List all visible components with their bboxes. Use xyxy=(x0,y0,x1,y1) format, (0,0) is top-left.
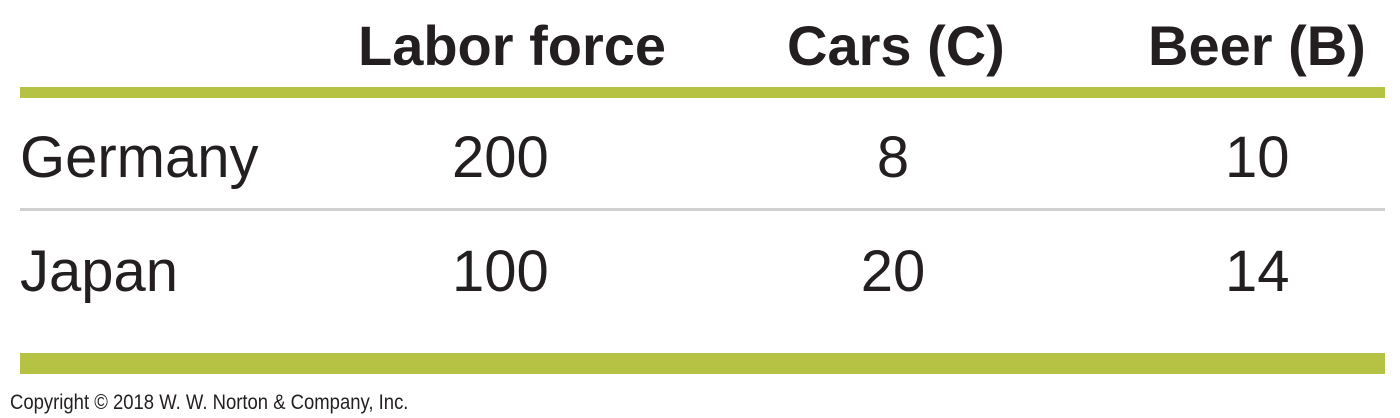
cell-labor-force: 200 xyxy=(452,125,549,190)
footer-rule xyxy=(20,353,1385,374)
column-header-labor-force: Labor force xyxy=(358,14,667,77)
header-rule xyxy=(20,87,1385,98)
column-header-cars: Cars (C) xyxy=(787,14,1005,77)
column-header-beer: Beer (B) xyxy=(1148,14,1366,77)
copyright-notice: Copyright © 2018 W. W. Norton & Company,… xyxy=(10,391,409,414)
cell-beer: 10 xyxy=(1225,125,1290,190)
row-divider xyxy=(20,208,1385,211)
row-label-country: Germany xyxy=(20,125,259,190)
cell-cars: 8 xyxy=(876,125,910,190)
row-label-country: Japan xyxy=(20,239,179,304)
cell-labor-force: 100 xyxy=(452,239,549,304)
cell-beer: 14 xyxy=(1225,239,1290,304)
cell-cars: 20 xyxy=(860,239,926,304)
